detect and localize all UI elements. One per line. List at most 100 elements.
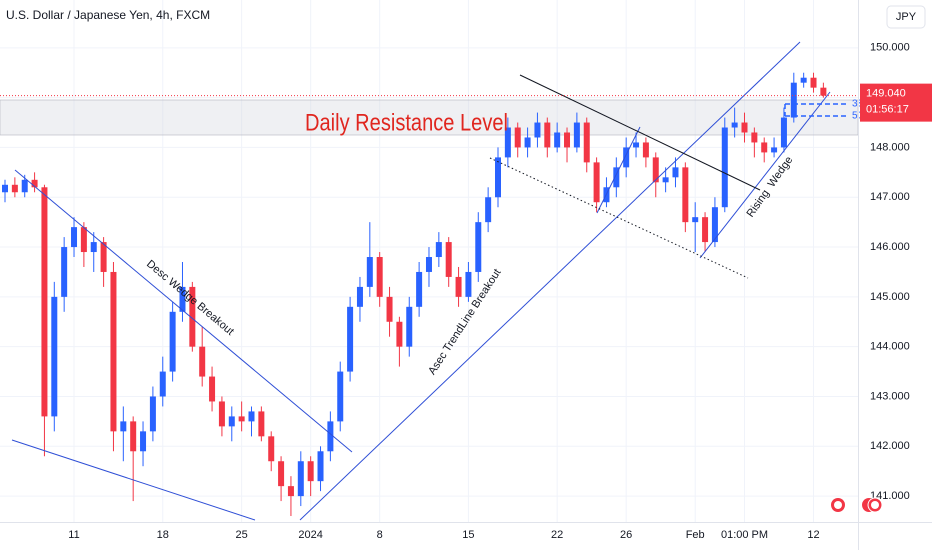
candle-body [258,411,265,437]
asc-trendline [299,41,801,521]
x-tick-label: 25 [236,529,248,541]
y-tick-label: 142.000 [870,440,910,452]
candle-body [751,132,758,143]
candle-body [564,132,571,148]
candle-body [199,346,206,377]
candle-body [11,184,18,193]
candle-body [327,421,334,452]
resistance-label: Daily Resistance Level [305,109,508,136]
candle-body [248,411,255,422]
candle-body [307,461,314,482]
currency-label[interactable]: JPY [896,11,917,23]
candle-body [731,122,738,128]
candle-body [613,167,620,188]
axes: 141.000 142.000 143.000 144.000 145.000 146.0… [68,42,909,541]
candle-body [721,127,728,208]
candle-body [2,184,8,193]
candle-body [672,167,679,178]
candle-body [287,486,294,497]
candle-body [406,306,413,347]
candle-body [140,431,147,452]
x-tick-label: 8 [377,529,383,541]
candle-body [21,179,28,193]
price-tag-label: 149.040 [866,88,906,100]
candle-body [514,127,521,148]
candle-body [662,177,669,183]
candle-body [790,82,797,118]
candle-body [504,127,511,158]
candle-body [780,117,787,148]
y-tick-label: 147.000 [870,191,910,203]
x-tick-label: 22 [551,529,563,541]
candle-body [711,207,718,243]
candle-body [554,132,561,148]
candle-body [435,242,442,258]
candle-body [356,286,363,307]
support-dotted-line [489,157,749,279]
candle-body [386,296,393,322]
rising-wedge-lower [699,91,831,259]
y-tick-label: 141.000 [870,490,910,502]
candle-body [51,296,58,417]
fib-lines [784,103,848,117]
candle-body [692,217,699,223]
y-tick-label: 143.000 [870,390,910,402]
candle-body [90,242,97,253]
candle-body [169,311,176,372]
candle-body [120,421,127,432]
candle-body [761,142,768,153]
candle-body [465,271,472,297]
candle-body [652,157,659,183]
candle-body [337,371,344,422]
candle-body [218,401,225,427]
event-icons [831,497,883,513]
candle-body [41,187,48,417]
candle-body [475,222,482,272]
y-tick-label: 146.000 [870,241,910,253]
candle-body [179,286,186,312]
candle-body [80,227,87,253]
y-tick-label: 148.000 [870,141,910,153]
candle-body [810,77,817,88]
candle-body [741,122,748,133]
candle-body [583,122,590,163]
y-tick-label: 144.000 [870,341,910,353]
candle-body [800,77,807,83]
candle-body [642,142,649,158]
candle-body [61,247,68,297]
currency-button[interactable] [886,5,926,29]
candle-body [445,242,452,277]
x-tick-label: 01:00 PM [721,529,768,541]
trendlines [11,41,831,521]
candle-body [702,217,709,243]
channel-line [596,126,641,214]
candle-body [416,271,423,307]
candles [2,72,827,517]
candle-body [573,122,580,148]
desc-wedge-upper [14,169,353,453]
candle-body [455,276,462,297]
candle-body [228,416,235,427]
candle-body [317,451,324,482]
candle-body [189,286,196,347]
countdown-label: 01:56:17 [866,104,909,116]
candle-body [682,167,689,223]
candle-body [347,306,354,372]
event-icon [871,501,879,509]
candle-body [623,147,630,168]
candle-body [425,257,432,272]
candle-body [820,87,827,96]
y-tick-label: 145.000 [870,291,910,303]
event-icon [834,501,842,509]
candle-body [297,461,304,497]
chart-title: U.S. Dollar / Japanese Yen, 4h, FXCM [6,8,210,22]
desc-wedge-lower [11,439,256,521]
candle-body [544,122,551,148]
x-tick-label: 26 [620,529,632,541]
candle-body [110,271,117,432]
candle-body [485,197,492,223]
x-tick-label: 12 [807,529,819,541]
candle-body [71,227,78,248]
candle-body [593,162,600,203]
